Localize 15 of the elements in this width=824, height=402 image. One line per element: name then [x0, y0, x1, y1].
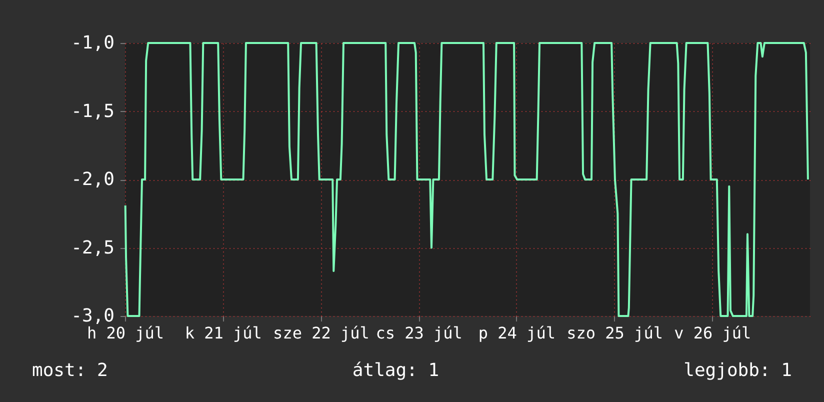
y-tick-label: -2,5	[71, 237, 114, 258]
y-tick-label: -2,0	[71, 169, 114, 190]
x-tick-label: sze 22 júl	[273, 324, 370, 342]
x-tick-label: h 20 júl	[86, 324, 164, 342]
text: most: 2	[32, 360, 108, 381]
text: legjobb: 1	[684, 360, 792, 381]
y-tick-label: -1,0	[71, 32, 114, 54]
x-tick-label: p 24 júl	[478, 324, 556, 342]
x-tick-label: k 21 júl	[184, 324, 262, 342]
y-tick-label: -1,5	[71, 100, 114, 122]
text: átlag: 1	[352, 360, 440, 381]
y-tick-label: -3,0	[71, 306, 114, 326]
x-tick-label: v 26 júl	[674, 324, 752, 342]
x-tick-label: cs 23 júl	[376, 324, 462, 342]
x-tick-label: szo 25 júl	[566, 324, 663, 342]
